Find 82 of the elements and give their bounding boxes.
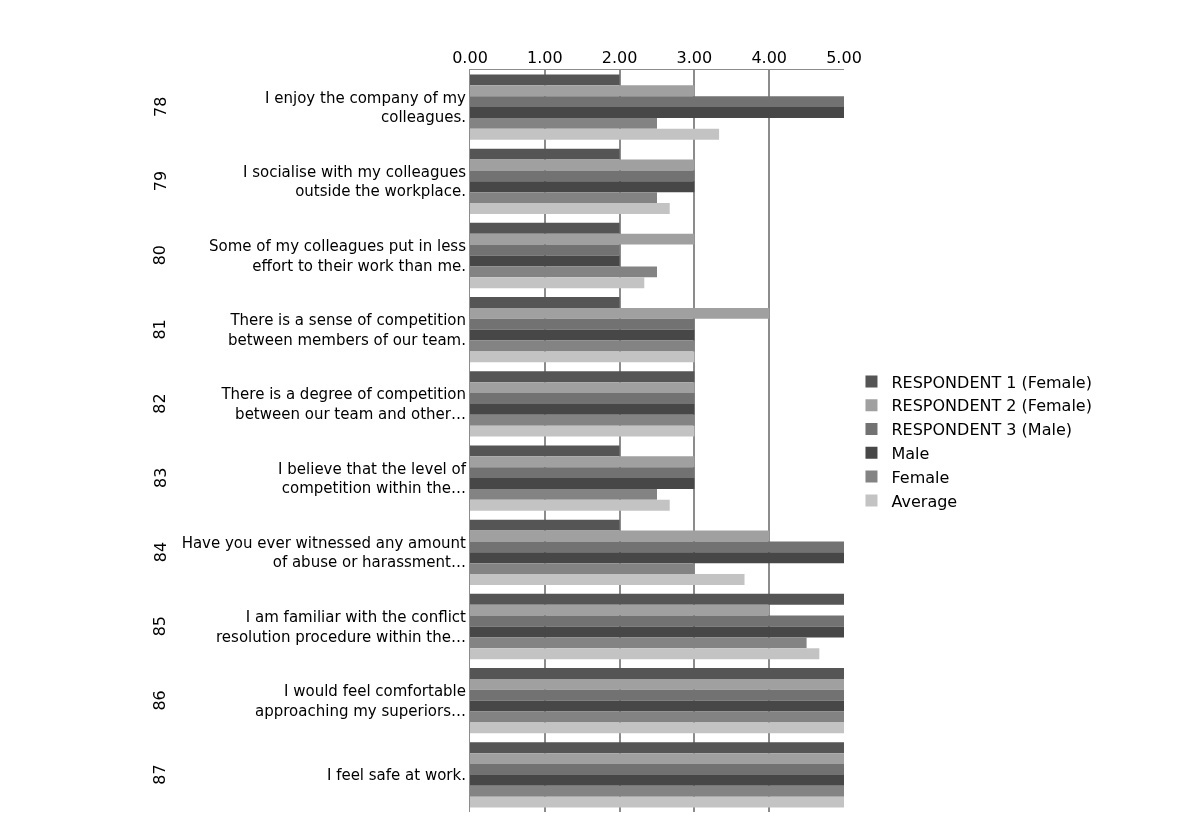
- bar: [470, 668, 844, 679]
- bar: [470, 85, 695, 97]
- y-tick-label: I socialise with my colleagues outside the workplace.: [242, 162, 467, 201]
- bar: [470, 222, 620, 234]
- bar: [470, 96, 844, 108]
- bar: [470, 445, 620, 457]
- y-tick-label: I am familiar with the conflict resolution procedure within the…: [216, 608, 467, 646]
- bar: [470, 307, 770, 319]
- bar: [470, 244, 620, 256]
- legend-label: Average: [891, 491, 958, 511]
- bar: [470, 689, 844, 701]
- legend-label: RESPONDENT 1 (Female): [891, 372, 1092, 392]
- bar: [470, 764, 844, 775]
- x-tick-label: 1.00: [526, 47, 563, 67]
- bar: [470, 678, 844, 690]
- bar: [470, 574, 745, 585]
- bar: [470, 467, 695, 479]
- y-tick-label: I would feel comfortable approaching my superiors…: [255, 682, 466, 720]
- y-tick-label: Have you ever witnessed any amount of abuse or harassment…: [181, 533, 467, 572]
- bar: [470, 351, 695, 363]
- text: 83: [150, 467, 170, 488]
- legend-label: RESPONDENT 2 (Female): [891, 396, 1092, 416]
- bar: [470, 519, 620, 531]
- text: 79: [150, 170, 170, 192]
- text: 86: [150, 690, 170, 711]
- text: 81: [150, 319, 170, 340]
- y-tick-label: I believe that the level of competition within the…: [278, 459, 467, 498]
- y-tick-label: I enjoy the company of my colleagues.: [265, 88, 467, 127]
- bar: [470, 148, 620, 160]
- text: 85: [150, 616, 170, 637]
- bar: [470, 128, 720, 140]
- x-tick-label: 0.00: [452, 47, 488, 67]
- text: 84: [150, 541, 170, 563]
- bar: [470, 403, 695, 415]
- bar: [470, 796, 844, 808]
- bar: [470, 626, 844, 638]
- bar: [470, 541, 844, 553]
- bar: [470, 233, 695, 245]
- legend-label: Female: [891, 467, 950, 487]
- bar: [470, 371, 695, 383]
- bar: [470, 255, 620, 267]
- bar: [470, 615, 844, 627]
- y-tick-label: There is a sense of competition between members of our team.: [227, 311, 466, 349]
- bar: [470, 107, 844, 118]
- bar: [470, 530, 770, 542]
- x-tick-label: 4.00: [751, 47, 788, 67]
- bar: [470, 742, 844, 754]
- bar: [470, 700, 844, 712]
- bar: [470, 297, 620, 308]
- bar: [470, 181, 695, 193]
- bar: [470, 753, 844, 765]
- bar: [470, 170, 695, 182]
- bar: [470, 552, 844, 564]
- bar: [470, 593, 844, 605]
- bar: [470, 774, 844, 786]
- bar: [470, 478, 695, 489]
- text: 82: [149, 393, 169, 414]
- bar: [470, 277, 645, 289]
- text: 87: [149, 764, 169, 785]
- text: 78: [150, 96, 170, 117]
- bar: [470, 74, 620, 86]
- bar: [470, 329, 695, 341]
- text: 80: [150, 245, 170, 266]
- x-tick-label: 2.00: [601, 47, 638, 67]
- x-tick-label: 5.00: [826, 47, 862, 67]
- bar: [470, 203, 670, 214]
- bar: [470, 393, 695, 404]
- legend-label: RESPONDENT 3 (Male): [891, 420, 1072, 440]
- bar: [470, 159, 695, 171]
- bar: [470, 648, 820, 660]
- bar: [470, 499, 670, 511]
- bar: [470, 318, 695, 330]
- bar: [470, 382, 695, 394]
- y-tick-label: I feel safe at work.: [326, 766, 466, 785]
- x-tick-label: 3.00: [676, 47, 713, 67]
- bar: [470, 456, 695, 468]
- y-tick-label: Some of my colleagues put in less effort to their work than me.: [209, 237, 467, 275]
- y-tick-label: There is a degree of competition between our team and other…: [220, 385, 466, 423]
- legend-label: Male: [891, 444, 930, 464]
- bar: [470, 425, 695, 437]
- bar: [470, 722, 844, 734]
- bar: [470, 604, 770, 616]
